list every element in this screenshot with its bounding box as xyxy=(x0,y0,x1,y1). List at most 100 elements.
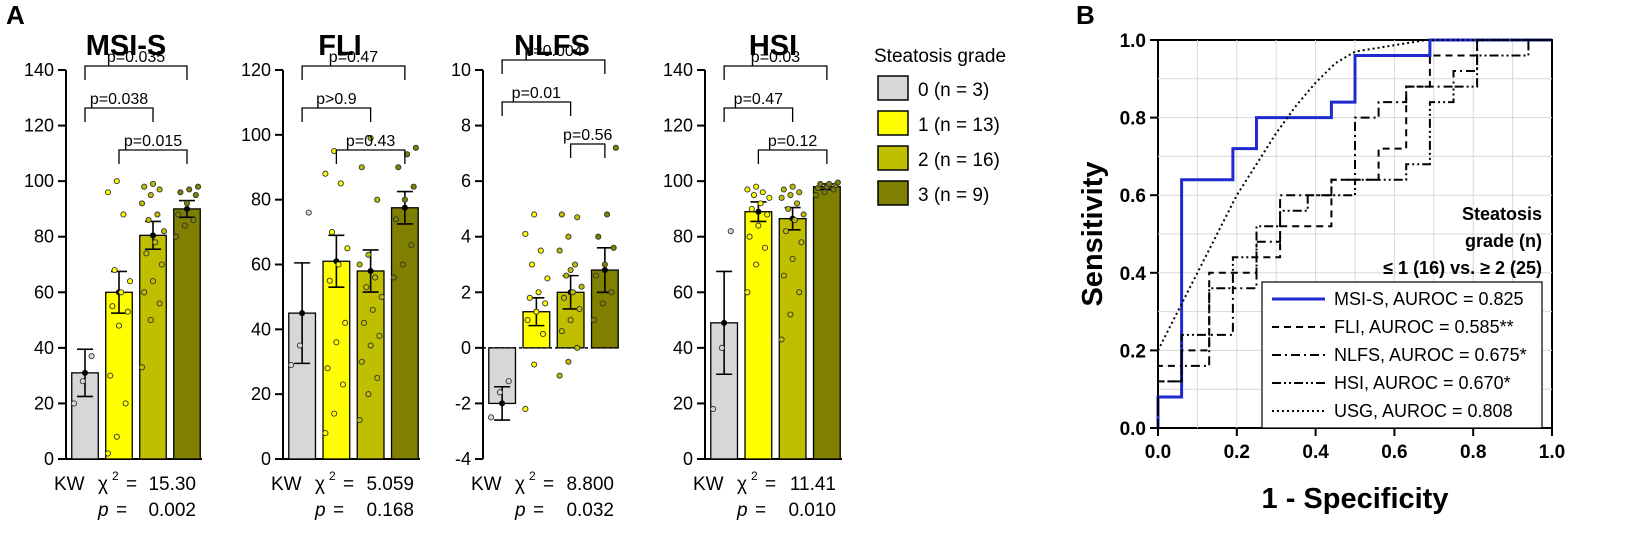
roc-legend-label: FLI, AUROC = 0.585** xyxy=(1334,317,1514,337)
data-point xyxy=(152,239,159,246)
y-tick-label: 40 xyxy=(673,338,693,358)
data-point xyxy=(567,267,574,274)
roc-legend-box xyxy=(1261,281,1543,429)
data-point xyxy=(104,189,112,196)
data-point xyxy=(787,311,794,318)
chi-square-exponent: 2 xyxy=(751,469,758,483)
significance-label: p=0.43 xyxy=(346,133,395,150)
significance-bracket xyxy=(84,107,154,122)
legend-label-1: 1 (n = 13) xyxy=(918,115,1000,136)
p-value: 0.010 xyxy=(788,500,836,521)
chi-equals: = xyxy=(126,474,137,495)
data-point xyxy=(727,228,734,235)
data-point xyxy=(412,144,419,151)
data-point xyxy=(753,261,760,268)
data-point xyxy=(578,283,585,290)
data-point xyxy=(395,164,402,171)
data-point xyxy=(528,261,536,268)
data-point xyxy=(542,300,549,307)
data-point xyxy=(746,233,753,240)
y-tick-label: 0 xyxy=(44,449,54,469)
data-point xyxy=(322,430,329,437)
data-point xyxy=(126,278,134,285)
y-tick-label: 80 xyxy=(673,227,693,247)
y-tick-label: 60 xyxy=(34,282,54,302)
y-tick-label: 80 xyxy=(34,227,54,247)
y-tick-label: 0.6 xyxy=(1120,186,1146,207)
significance-label: p=0.004 xyxy=(524,43,582,60)
data-point xyxy=(522,405,529,413)
data-point xyxy=(565,233,572,240)
data-point xyxy=(147,191,154,199)
chart-fli: FLI 0 20 40 60 80 100 120 p=0.47 p>0.9 p=0.43 KW χ 2 =… xyxy=(241,30,420,521)
data-point xyxy=(826,180,833,187)
data-point xyxy=(365,391,372,398)
data-point xyxy=(337,180,344,187)
roc-legend-label: MSI-S, AUROC = 0.825 xyxy=(1334,289,1524,309)
data-point xyxy=(376,332,383,339)
data-point xyxy=(574,344,581,351)
data-point xyxy=(558,328,565,335)
roc-curve-hsi xyxy=(1157,39,1552,428)
data-point xyxy=(111,267,118,274)
data-point xyxy=(793,200,801,207)
data-point xyxy=(821,189,828,196)
data-point xyxy=(556,247,563,254)
y-tick-label: 40 xyxy=(251,319,271,339)
data-point xyxy=(798,239,805,246)
data-point xyxy=(748,205,755,212)
data-point xyxy=(522,230,529,237)
legend-label-3: 3 (n = 9) xyxy=(918,185,989,206)
data-point xyxy=(535,289,542,296)
bar-grade-1 xyxy=(322,260,351,460)
data-point xyxy=(604,211,611,218)
data-point xyxy=(556,372,563,379)
kw-label: KW xyxy=(271,474,302,495)
data-point xyxy=(107,372,114,379)
data-point xyxy=(544,275,551,282)
data-point xyxy=(122,400,129,407)
data-point xyxy=(601,261,608,268)
p-equals: = xyxy=(116,500,127,521)
data-point xyxy=(593,272,600,279)
data-point xyxy=(335,261,342,268)
data-point xyxy=(574,214,581,221)
data-point xyxy=(124,308,131,315)
significance-bracket xyxy=(757,149,828,164)
data-point xyxy=(526,294,533,301)
x-tick-label: 0.8 xyxy=(1460,442,1486,463)
annotation-line: ≤ 1 (16) vs. ≥ 2 (25) xyxy=(1383,258,1542,278)
data-point xyxy=(296,342,303,349)
data-point xyxy=(796,289,803,296)
data-point xyxy=(172,233,180,240)
data-point xyxy=(560,294,568,301)
data-point xyxy=(744,186,751,193)
data-point xyxy=(326,277,333,284)
data-point xyxy=(787,191,794,199)
x-tick-label: 0.2 xyxy=(1224,442,1250,463)
significance-label: p=0.015 xyxy=(124,133,182,150)
data-point xyxy=(190,216,197,224)
x-tick-label: 0.4 xyxy=(1302,442,1329,463)
mean-marker xyxy=(299,310,306,317)
data-point xyxy=(812,191,819,199)
data-point xyxy=(761,244,769,251)
data-point xyxy=(331,410,338,417)
significance-bracket xyxy=(501,101,572,116)
y-tick-label: 0.2 xyxy=(1120,341,1146,362)
kw-value: 11.41 xyxy=(790,474,836,495)
data-point xyxy=(488,414,495,421)
data-point xyxy=(358,358,365,365)
data-point xyxy=(401,196,408,203)
x-tick-label: 0.6 xyxy=(1381,442,1407,463)
data-point xyxy=(789,255,796,262)
data-point xyxy=(780,272,787,279)
chi-square-symbol: χ xyxy=(737,474,747,495)
data-point xyxy=(789,183,796,190)
data-point xyxy=(333,339,340,346)
y-tick-label: 20 xyxy=(673,393,693,413)
bar-grade-3 xyxy=(812,186,841,460)
data-point xyxy=(785,205,792,212)
data-point xyxy=(186,186,193,193)
